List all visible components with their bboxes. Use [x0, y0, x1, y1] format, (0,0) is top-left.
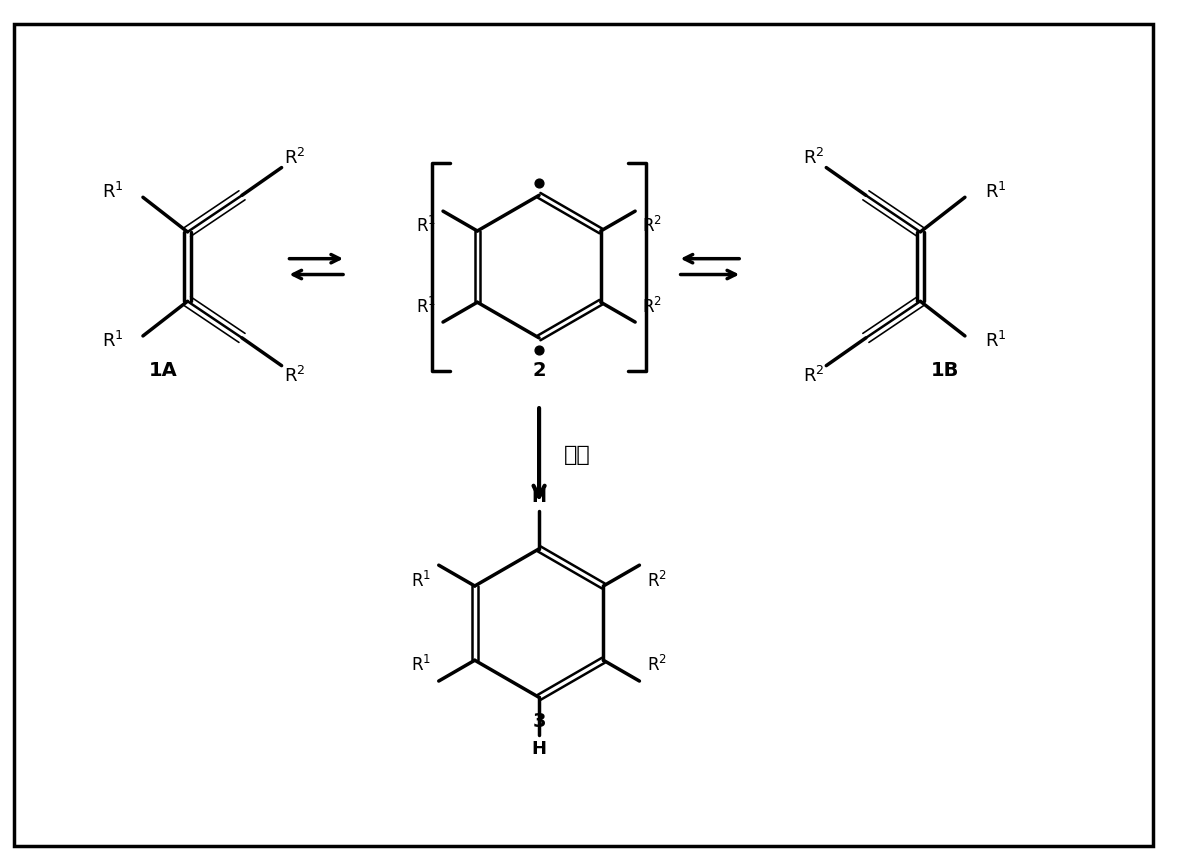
Text: 溶剖: 溶剖	[564, 445, 590, 464]
Text: $\mathsf{R}^1$: $\mathsf{R}^1$	[985, 331, 1007, 351]
Text: $\mathsf{R}^2$: $\mathsf{R}^2$	[803, 366, 825, 386]
Text: $\mathsf{R}^1$: $\mathsf{R}^1$	[411, 655, 431, 675]
Text: 1B: 1B	[931, 360, 959, 379]
Text: $\mathsf{R}^2$: $\mathsf{R}^2$	[643, 298, 662, 317]
Text: 1A: 1A	[148, 360, 177, 379]
Text: $\mathsf{R}^2$: $\mathsf{R}^2$	[803, 147, 825, 168]
Text: $\mathsf{R}^2$: $\mathsf{R}^2$	[646, 655, 667, 675]
Text: $\mathsf{R}^2$: $\mathsf{R}^2$	[284, 366, 305, 386]
Point	[529, 343, 548, 357]
Text: $\mathsf{R}^1$: $\mathsf{R}^1$	[985, 182, 1007, 202]
Text: $\mathsf{R}^1$: $\mathsf{R}^1$	[415, 216, 436, 236]
Text: $\mathsf{R}^2$: $\mathsf{R}^2$	[646, 571, 667, 591]
Text: $\mathsf{R}^2$: $\mathsf{R}^2$	[284, 147, 305, 168]
Text: $\mathsf{R}^1$: $\mathsf{R}^1$	[102, 331, 123, 351]
Text: $\mathsf{R}^1$: $\mathsf{R}^1$	[411, 571, 431, 591]
Text: H: H	[531, 740, 547, 758]
Point	[529, 176, 548, 190]
Text: 3: 3	[533, 712, 546, 731]
Text: $\mathsf{R}^1$: $\mathsf{R}^1$	[102, 182, 123, 202]
Text: 2: 2	[533, 360, 546, 379]
Text: $\mathsf{R}^2$: $\mathsf{R}^2$	[643, 216, 662, 236]
Text: $\mathsf{R}^1$: $\mathsf{R}^1$	[415, 298, 436, 317]
Text: H: H	[531, 488, 547, 507]
